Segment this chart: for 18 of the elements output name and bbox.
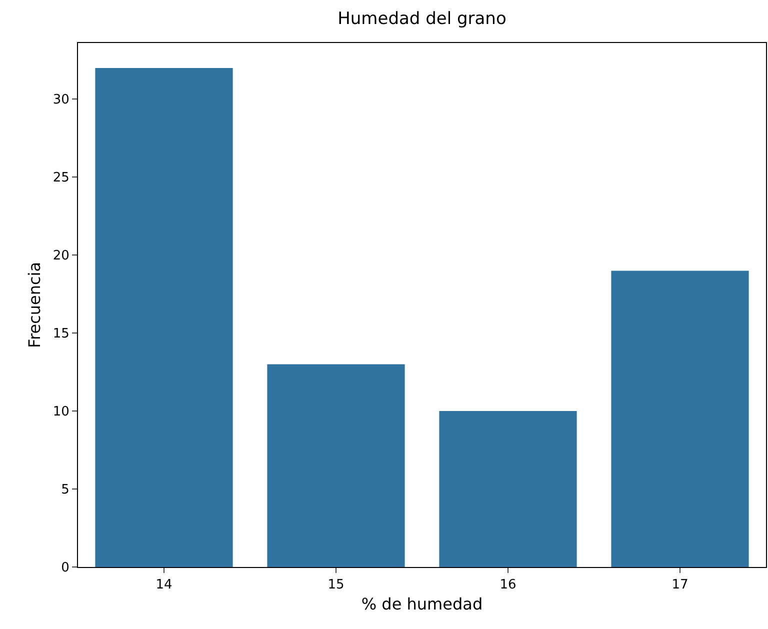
bar — [267, 364, 405, 567]
bar — [95, 68, 233, 567]
y-tick-label: 30 — [52, 92, 70, 108]
y-tick-label: 20 — [52, 248, 70, 264]
x-axis-title: % de humedad — [361, 594, 483, 614]
bar — [611, 270, 749, 567]
y-tick-label: 25 — [52, 170, 70, 186]
x-tick-label: 17 — [672, 578, 688, 593]
y-tick-label: 0 — [61, 560, 70, 576]
x-tick-label: 14 — [156, 578, 172, 593]
y-tick-label: 10 — [52, 404, 70, 420]
y-tick-label: 15 — [52, 326, 70, 342]
y-axis-title: Frecuencia — [24, 262, 44, 348]
x-tick-label: 15 — [328, 578, 344, 593]
chart-title: Humedad del grano — [338, 8, 506, 29]
x-tick-label: 16 — [500, 578, 516, 593]
bar — [439, 411, 577, 567]
y-tick-label: 5 — [61, 482, 70, 498]
